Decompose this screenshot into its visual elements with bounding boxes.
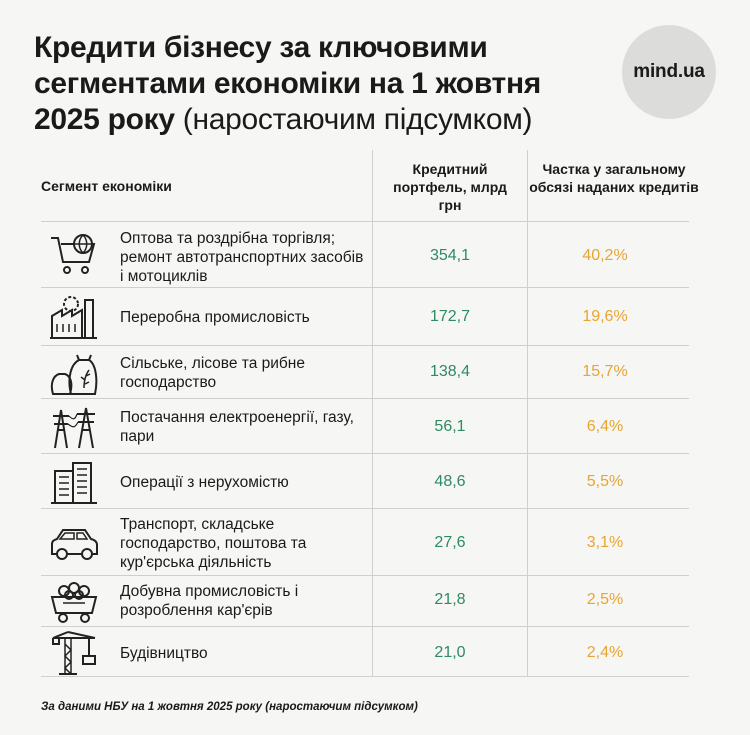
mine-cart-icon [49,579,99,625]
table-row: Сільське, лісове та рибне господарство 1… [41,345,689,398]
table-row: Постачання електроенергії, газу, пари 56… [41,398,689,453]
row-label: Добувна промисловість і розроблення кар'… [120,583,299,619]
row-label: Оптова та роздрібна торгівля; ремонт авт… [120,230,364,285]
row-share: 15,7% [582,363,628,380]
buildings-icon [49,459,99,505]
factory-icon [49,294,99,340]
brand-logo[interactable]: mind.ua [622,25,716,119]
row-value: 48,6 [434,473,466,490]
grain-sacks-icon [49,350,99,396]
row-share: 5,5% [586,473,624,490]
row-share: 6,4% [586,418,624,435]
row-label: Операції з нерухомістю [120,474,289,491]
row-share: 2,5% [586,591,624,608]
car-icon [49,520,99,566]
row-value: 21,8 [434,591,466,608]
table-row: Операції з нерухомістю 48,6 5,5% [41,453,689,508]
header-segment: Сегмент економіки [41,178,172,194]
row-label: Будівництво [120,645,208,662]
power-pylons-icon [49,404,99,450]
row-share: 3,1% [586,534,624,551]
header-portfolio: Кредитний портфель, млрд грн [393,161,507,213]
row-value: 27,6 [434,534,466,551]
logo-text: mind.ua [633,61,705,82]
row-share: 2,4% [586,644,624,661]
row-label: Переробна промисловість [120,309,310,326]
table-row: Переробна промисловість 172,7 19,6% [41,287,689,345]
shopping-cart-globe-icon [49,232,99,278]
table-row: Будівництво 21,0 2,4% [41,626,689,677]
row-value: 56,1 [434,418,466,435]
row-label: Сільське, лісове та рибне господарство [120,355,305,391]
table-row: Транспорт, складське господарство, пошто… [41,508,689,575]
source-footnote: За даними НБУ на 1 жовтня 2025 року (нар… [41,701,418,713]
row-value: 172,7 [429,308,471,325]
row-value: 138,4 [429,363,471,380]
row-value: 354,1 [429,247,471,264]
column-divider [527,150,528,677]
tower-crane-icon [49,630,99,676]
title-main: Кредити бізнесу за ключовими сегментами … [34,31,541,136]
row-label: Постачання електроенергії, газу, пари [120,409,354,445]
header-share: Частка у загальному обсязі наданих креди… [529,161,699,195]
page-title: Кредити бізнесу за ключовими сегментами … [34,30,614,138]
row-share: 40,2% [582,247,628,264]
title-note: (наростаючим підсумком) [174,103,533,136]
row-value: 21,0 [434,644,466,661]
table-row: Оптова та роздрібна торгівля; ремонт авт… [41,221,689,287]
row-share: 19,6% [582,308,628,325]
column-divider [372,150,373,677]
row-label: Транспорт, складське господарство, пошто… [120,516,307,571]
table-row: Добувна промисловість і розроблення кар'… [41,575,689,626]
